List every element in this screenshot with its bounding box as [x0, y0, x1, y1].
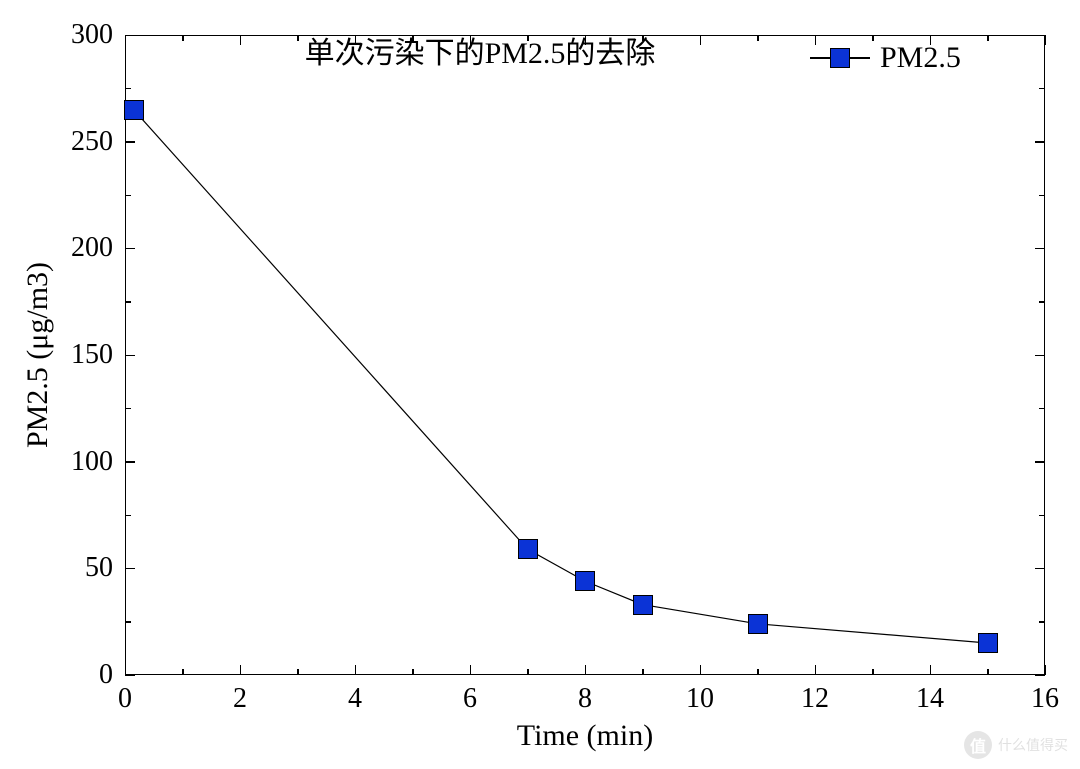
data-marker	[978, 633, 998, 653]
y-tick-major	[125, 141, 135, 143]
x-tick-label: 4	[348, 683, 362, 715]
y-tick-major	[125, 248, 135, 250]
legend-label: PM2.5	[880, 41, 961, 75]
x-tick-major	[240, 665, 242, 675]
x-tick-label: 16	[1031, 683, 1059, 715]
x-tick-minor	[412, 669, 414, 675]
watermark-badge-icon: 值	[964, 731, 992, 759]
series-line	[134, 110, 988, 643]
y-tick-minor	[1039, 301, 1045, 303]
x-tick-minor	[182, 669, 184, 675]
y-tick-minor	[125, 88, 131, 90]
y-tick-minor	[1039, 195, 1045, 197]
x-tick-major	[470, 665, 472, 675]
x-tick-minor	[757, 669, 759, 675]
y-tick-minor	[125, 408, 131, 410]
y-tick-major	[1035, 675, 1045, 677]
data-marker	[518, 539, 538, 559]
x-tick-major	[355, 665, 357, 675]
legend-marker-icon	[830, 48, 850, 68]
x-tick-minor	[182, 35, 184, 41]
watermark-text: 什么值得买	[998, 735, 1068, 755]
x-tick-label: 0	[118, 683, 132, 715]
y-tick-minor	[125, 195, 131, 197]
y-tick-major	[1035, 35, 1045, 37]
y-tick-major	[1035, 141, 1045, 143]
x-tick-minor	[987, 669, 989, 675]
y-tick-minor	[125, 301, 131, 303]
y-tick-label: 0	[63, 659, 113, 691]
data-marker	[575, 571, 595, 591]
x-tick-minor	[297, 35, 299, 41]
x-tick-major	[240, 35, 242, 45]
x-tick-major	[585, 665, 587, 675]
x-axis-title: Time (min)	[517, 719, 653, 753]
x-tick-minor	[872, 669, 874, 675]
y-tick-major	[1035, 355, 1045, 357]
y-tick-major	[125, 355, 135, 357]
legend-line	[810, 57, 870, 58]
x-tick-major	[700, 35, 702, 45]
data-marker	[633, 595, 653, 615]
y-tick-minor	[1039, 515, 1045, 517]
x-tick-minor	[297, 669, 299, 675]
y-tick-major	[125, 461, 135, 463]
y-tick-label: 250	[63, 126, 113, 158]
y-tick-major	[1035, 568, 1045, 570]
chart-container: 0 2 4 6 8 10 12 14 16 0 50 100 150 200 250 300 单次污染下的PM…	[0, 0, 1080, 769]
x-tick-major	[700, 665, 702, 675]
y-tick-label: 200	[63, 232, 113, 264]
y-tick-major	[1035, 461, 1045, 463]
y-tick-minor	[125, 621, 131, 623]
x-tick-label: 14	[916, 683, 944, 715]
y-tick-label: 150	[63, 339, 113, 371]
y-tick-label: 300	[63, 19, 113, 51]
chart-title: 单次污染下的PM2.5的去除	[305, 28, 656, 72]
x-tick-minor	[987, 35, 989, 41]
x-tick-label: 2	[233, 683, 247, 715]
data-marker	[748, 614, 768, 634]
y-tick-major	[125, 568, 135, 570]
data-marker	[124, 100, 144, 120]
x-tick-minor	[527, 669, 529, 675]
x-tick-label: 6	[463, 683, 477, 715]
y-axis-title: PM2.5 (μg/m3)	[21, 262, 55, 448]
watermark: 值 什么值得买	[964, 731, 1068, 759]
x-tick-major	[1045, 665, 1047, 675]
y-tick-label: 100	[63, 446, 113, 478]
x-tick-label: 12	[801, 683, 829, 715]
y-tick-major	[125, 35, 135, 37]
x-tick-label: 8	[578, 683, 592, 715]
y-tick-label: 50	[63, 552, 113, 584]
y-tick-minor	[1039, 621, 1045, 623]
x-tick-major	[815, 665, 817, 675]
x-tick-major	[125, 665, 127, 675]
y-tick-major	[1035, 248, 1045, 250]
data-line-layer	[0, 0, 1080, 769]
x-tick-minor	[642, 669, 644, 675]
y-tick-minor	[1039, 408, 1045, 410]
y-tick-minor	[1039, 88, 1045, 90]
x-tick-major	[125, 35, 127, 45]
y-tick-minor	[125, 515, 131, 517]
legend: PM2.5	[810, 41, 961, 75]
x-tick-major	[930, 665, 932, 675]
x-tick-major	[1045, 35, 1047, 45]
x-tick-minor	[757, 35, 759, 41]
x-tick-label: 10	[686, 683, 714, 715]
y-tick-major	[125, 675, 135, 677]
